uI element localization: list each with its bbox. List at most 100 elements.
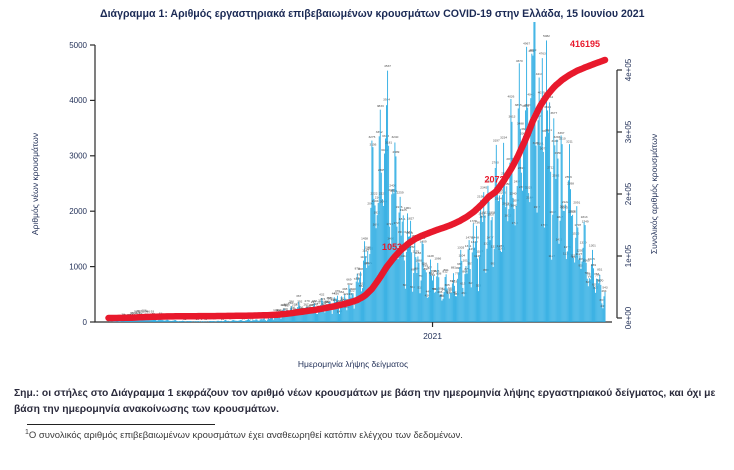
svg-text:2008: 2008: [560, 204, 567, 208]
svg-text:464: 464: [601, 289, 606, 293]
svg-text:700: 700: [596, 279, 601, 283]
svg-text:1110: 1110: [401, 254, 408, 258]
svg-text:2073: 2073: [502, 202, 509, 206]
svg-text:82: 82: [139, 311, 143, 315]
svg-text:3914: 3914: [383, 98, 390, 102]
svg-text:602: 602: [347, 282, 352, 286]
svg-text:2222: 2222: [371, 191, 378, 195]
svg-text:432: 432: [319, 293, 324, 297]
svg-text:635: 635: [592, 282, 597, 286]
svg-text:2240: 2240: [510, 191, 517, 195]
svg-text:1813: 1813: [581, 215, 588, 219]
svg-text:2259: 2259: [397, 190, 404, 194]
svg-text:362: 362: [340, 296, 345, 300]
svg-text:1819: 1819: [504, 214, 511, 218]
svg-text:1976: 1976: [396, 205, 403, 209]
svg-text:525: 525: [449, 287, 454, 291]
svg-text:1092: 1092: [579, 257, 586, 261]
svg-text:1125: 1125: [548, 254, 555, 258]
svg-text:498: 498: [342, 287, 347, 291]
svg-text:697: 697: [450, 279, 455, 283]
svg-text:267: 267: [303, 303, 308, 307]
svg-text:4843: 4843: [528, 49, 535, 53]
svg-text:1303: 1303: [457, 245, 464, 249]
svg-text:4537: 4537: [384, 64, 391, 68]
svg-text:463: 463: [461, 291, 466, 295]
svg-text:422: 422: [343, 292, 348, 296]
svg-text:247: 247: [600, 304, 605, 308]
svg-text:312: 312: [331, 298, 336, 302]
svg-text:416: 416: [334, 291, 339, 295]
svg-text:908: 908: [358, 267, 363, 271]
svg-text:615: 615: [460, 281, 465, 285]
svg-text:1693: 1693: [373, 223, 380, 227]
svg-text:2370: 2370: [519, 185, 526, 189]
svg-text:1342: 1342: [471, 240, 478, 244]
svg-text:2459: 2459: [484, 179, 491, 183]
svg-text:1170: 1170: [412, 250, 419, 254]
svg-text:2401: 2401: [389, 183, 396, 187]
svg-text:547: 547: [410, 285, 415, 289]
svg-text:196: 196: [298, 306, 303, 310]
svg-text:1035: 1035: [588, 257, 595, 261]
svg-text:557: 557: [476, 284, 481, 288]
svg-text:812: 812: [442, 270, 447, 274]
svg-text:5082: 5082: [543, 34, 550, 38]
svg-text:260: 260: [325, 300, 330, 304]
svg-text:0e+00: 0e+00: [624, 306, 633, 329]
svg-text:242: 242: [288, 301, 293, 305]
svg-text:605: 605: [445, 283, 450, 287]
svg-text:230: 230: [310, 303, 315, 307]
svg-text:5000: 5000: [69, 41, 87, 50]
svg-text:1022: 1022: [365, 261, 372, 265]
svg-text:292: 292: [297, 299, 302, 303]
svg-text:3275: 3275: [368, 135, 375, 139]
svg-text:Συνολικός αριθμός κρουσμάτων: Συνολικός αριθμός κρουσμάτων: [649, 134, 659, 254]
chart-note: Σημ.: οι στήλες στο Διάγραμμα 1 εκφράζου…: [14, 388, 716, 415]
svg-text:416195: 416195: [570, 39, 600, 49]
svg-text:196: 196: [290, 306, 295, 310]
svg-text:907: 907: [427, 265, 432, 269]
svg-text:1053: 1053: [382, 242, 402, 252]
svg-text:2296: 2296: [499, 190, 506, 194]
svg-text:522: 522: [349, 289, 354, 293]
svg-text:496: 496: [437, 290, 442, 294]
svg-text:2148: 2148: [375, 196, 382, 200]
svg-text:2450: 2450: [503, 182, 510, 186]
svg-text:1478: 1478: [466, 236, 473, 240]
svg-text:823: 823: [434, 269, 439, 273]
svg-text:527: 527: [593, 285, 598, 289]
svg-text:4026: 4026: [507, 94, 514, 98]
svg-text:1828: 1828: [557, 215, 564, 219]
svg-text:419: 419: [440, 293, 445, 297]
svg-text:500: 500: [351, 287, 356, 291]
svg-text:653: 653: [452, 279, 457, 283]
svg-text:2021: 2021: [423, 331, 442, 341]
svg-text:3210: 3210: [559, 137, 566, 141]
svg-text:861: 861: [444, 268, 449, 272]
svg-text:387: 387: [439, 294, 444, 298]
svg-text:0: 0: [83, 318, 88, 327]
svg-text:3488: 3488: [517, 121, 524, 125]
svg-text:2454: 2454: [514, 180, 521, 184]
svg-text:1339: 1339: [580, 240, 587, 244]
svg-text:1975: 1975: [534, 205, 541, 209]
svg-text:2164: 2164: [526, 196, 533, 200]
svg-text:2003: 2003: [561, 206, 568, 210]
svg-text:1145: 1145: [474, 254, 481, 258]
svg-text:508: 508: [446, 289, 451, 293]
svg-text:296: 296: [323, 300, 328, 304]
svg-text:1520: 1520: [572, 231, 579, 235]
svg-text:1322: 1322: [483, 241, 490, 245]
svg-text:467: 467: [453, 291, 458, 295]
svg-text:447: 447: [332, 292, 337, 296]
svg-text:4000: 4000: [69, 96, 87, 105]
svg-text:2556: 2556: [565, 175, 572, 179]
svg-text:3041: 3041: [381, 148, 388, 152]
svg-text:1136: 1136: [563, 252, 570, 256]
svg-text:449: 449: [426, 290, 431, 294]
svg-text:190: 190: [283, 307, 288, 311]
svg-text:3184: 3184: [533, 141, 540, 145]
svg-text:779: 779: [455, 271, 460, 275]
svg-text:976: 976: [364, 261, 369, 265]
